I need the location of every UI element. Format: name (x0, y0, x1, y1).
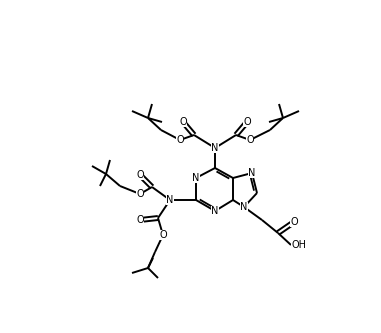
Text: O: O (136, 170, 144, 180)
Text: OH: OH (291, 240, 306, 250)
Text: N: N (240, 202, 248, 212)
Text: O: O (179, 117, 187, 127)
Text: O: O (136, 189, 144, 199)
Text: O: O (136, 215, 144, 225)
Text: O: O (243, 117, 251, 127)
Text: N: N (211, 206, 219, 216)
Text: O: O (290, 217, 298, 227)
Text: O: O (159, 230, 167, 240)
Text: O: O (176, 135, 184, 145)
Text: N: N (211, 143, 219, 153)
Text: N: N (192, 173, 200, 183)
Text: O: O (246, 135, 254, 145)
Text: N: N (166, 195, 174, 205)
Text: N: N (248, 168, 256, 178)
